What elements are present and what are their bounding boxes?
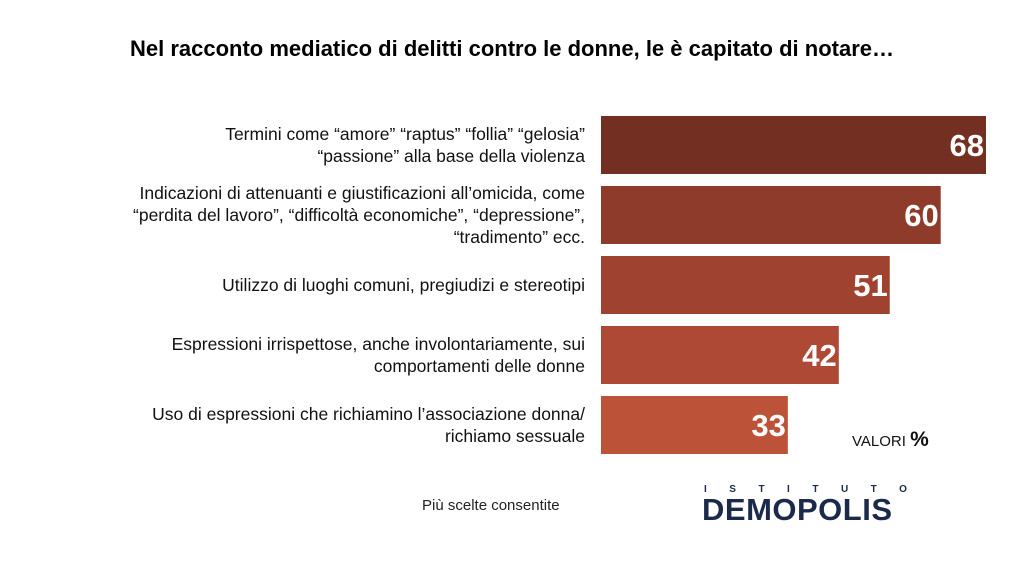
- bar: [601, 256, 890, 314]
- logo-top: ISTITUTO: [704, 484, 930, 495]
- category-label: Indicazioni di attenuanti e giustificazi…: [133, 183, 585, 247]
- value-label: 51: [853, 268, 887, 303]
- value-label: 33: [751, 408, 785, 443]
- bar: [601, 186, 941, 244]
- bar: [601, 396, 788, 454]
- bar: [601, 326, 839, 384]
- category-label: Utilizzo di luoghi comuni, pregiudizi e …: [222, 275, 585, 295]
- unit-note: VALORI %: [852, 428, 929, 452]
- chart-title: Nel racconto mediatico di delitti contro…: [129, 36, 894, 61]
- unit-symbol: %: [910, 428, 929, 451]
- value-label: 60: [904, 198, 938, 233]
- bar: [601, 116, 986, 174]
- category-label: Espressioni irrispettose, anche involont…: [171, 334, 585, 376]
- category-label: Uso di espressioni che richiamino l’asso…: [152, 404, 585, 446]
- note: Più scelte consentite: [422, 497, 560, 514]
- unit-text: VALORI: [852, 433, 906, 450]
- value-label: 42: [802, 338, 836, 373]
- logo-name: DEMOPOLIS: [702, 492, 893, 527]
- category-label: Termini come “amore” “raptus” “follia” “…: [225, 124, 585, 166]
- value-label: 68: [950, 128, 984, 163]
